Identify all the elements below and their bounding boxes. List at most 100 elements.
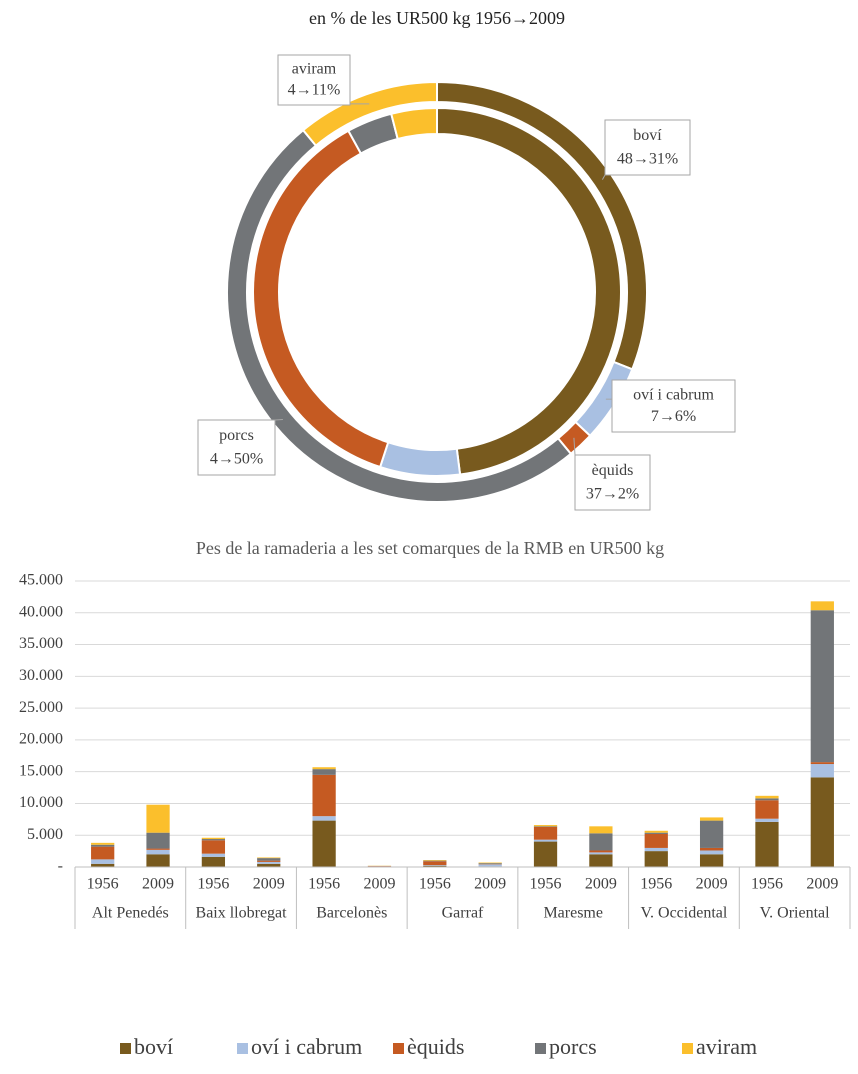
group-label: Maresme [543,905,603,922]
x-tick-label: 2009 [253,876,285,893]
bar-segment [91,863,115,867]
bar-segment [423,865,447,866]
bar-segment [810,601,834,611]
bar-segment [589,826,613,834]
x-tick-label: 1956 [87,876,119,893]
y-tick-label: 40.000 [19,603,63,620]
x-tick-label: 1956 [640,876,672,893]
bar-segment [423,860,447,861]
bar-segment [699,854,724,867]
callout-value: 4→11% [288,82,341,99]
x-tick-label: 1956 [530,876,562,893]
bar-segment [478,863,502,865]
callout-box [574,454,651,511]
bar-segment [589,833,613,851]
bar-segment [201,853,226,857]
callout-box [277,54,351,106]
bar-segment [755,795,779,799]
y-tick-label: - [58,858,63,875]
x-tick-label: 2009 [363,876,395,893]
bar-segment [312,767,336,770]
bar-segment [312,774,336,817]
bar-segment [589,854,613,867]
bar-segment [533,826,558,840]
bar-segment [423,865,447,867]
bar-segment [312,816,336,821]
x-tick-label: 1956 [751,876,783,893]
y-tick-label: 20.000 [19,731,63,748]
callout-pointer [274,418,283,421]
group-label: V. Occidental [641,905,728,922]
x-tick-label: 1956 [308,876,340,893]
bar-segment [644,851,668,867]
group-label: Garraf [442,905,484,922]
bar-segment [146,804,170,833]
y-tick-label: 45.000 [19,572,63,589]
x-tick-label: 1956 [197,876,229,893]
y-tick-label: 10.000 [19,794,63,811]
y-tick-label: 35.000 [19,635,63,652]
callout-value: 4→50% [210,450,263,467]
bar-segment [146,832,170,849]
bar-segment [257,860,281,862]
bar-segment [91,842,115,845]
x-tick-label: 2009 [585,876,617,893]
bar-segment [201,837,226,840]
bar-segment [810,777,834,867]
group-label: Alt Penedés [92,905,169,922]
bar-segment [257,858,281,861]
bar-segment [257,861,281,864]
bar-segment [201,856,226,867]
bar-segment [423,861,447,866]
bar-segment [644,847,668,852]
bar-segment [810,610,834,763]
bar-segment [146,848,170,850]
callout-box [604,119,691,176]
bar-segment [91,859,115,864]
bar-segment [478,862,502,864]
y-tick-label: 15.000 [19,762,63,779]
group-label: Barcelonès [316,905,387,922]
y-tick-label: 30.000 [19,667,63,684]
y-tick-label: 5.000 [27,826,63,843]
bar-segment [644,832,668,834]
bar-segment [644,833,668,848]
bar-segment [589,852,613,855]
legend-swatch [535,1043,546,1054]
doughnut-segment [390,106,438,141]
callout-name: boví [633,127,662,144]
x-tick-label: 2009 [142,876,174,893]
doughnut-segment [378,441,462,477]
legend-label: èquids [407,1034,464,1059]
bar-segment [755,821,779,867]
legend-label: oví i cabrum [251,1034,362,1059]
bar-segment [201,839,226,841]
bar-segment [533,826,558,827]
bar-segment [810,764,834,778]
legend-swatch [120,1043,131,1054]
bar-segment [423,860,447,862]
bar-segment [257,857,281,859]
legend-swatch [237,1043,248,1054]
callout-name: porcs [219,427,254,444]
callout-name: oví i cabrum [633,386,714,403]
x-tick-label: 1956 [419,876,451,893]
bar-segment [755,798,779,801]
bar-segment [699,820,724,848]
callout-pointer [573,437,576,456]
callout-name: èquids [592,462,634,479]
bar-segment [810,762,834,765]
x-tick-label: 2009 [474,876,506,893]
legend-swatch [682,1043,693,1054]
bar-segment [755,818,779,822]
x-tick-label: 2009 [806,876,838,893]
group-label: Baix llobregat [196,905,288,922]
bar-segment [699,850,724,855]
bar-segment [589,850,613,853]
bar-segment [644,830,668,833]
bar-segment [533,825,558,827]
callout-box [197,419,276,476]
bar-segment [755,800,779,819]
bar-segment [699,817,724,821]
